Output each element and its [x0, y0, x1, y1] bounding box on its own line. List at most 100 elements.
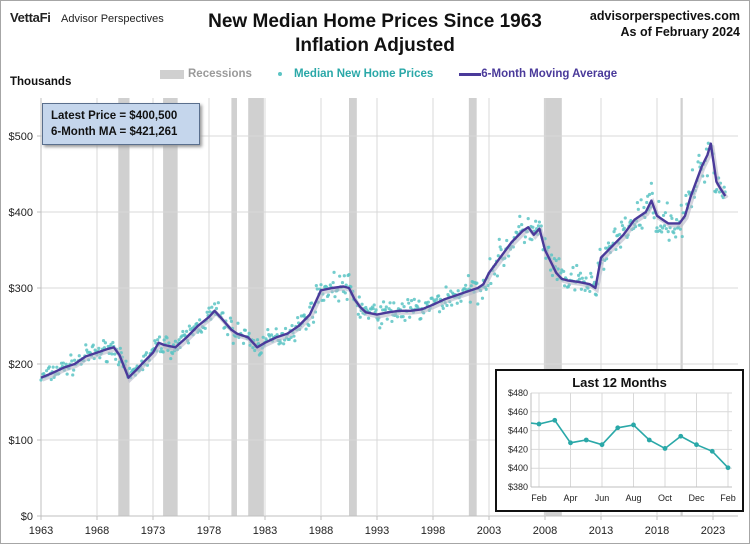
price-point — [161, 350, 165, 354]
price-point — [379, 305, 383, 309]
price-point — [672, 231, 676, 235]
price-point — [579, 287, 584, 291]
price-point — [51, 365, 55, 369]
price-point — [488, 257, 492, 261]
price-point — [255, 338, 260, 342]
price-point — [371, 306, 375, 311]
y-tick-label: $400 — [9, 207, 33, 219]
inset-x-tick-label: Oct — [658, 493, 673, 503]
price-point — [665, 201, 669, 205]
price-point — [315, 287, 319, 291]
price-point — [652, 216, 656, 220]
price-point — [157, 335, 162, 339]
price-point — [657, 199, 661, 204]
price-dot-swatch — [277, 72, 282, 76]
price-point — [573, 288, 577, 292]
price-point — [345, 297, 349, 302]
price-point — [156, 338, 160, 342]
price-point — [347, 273, 351, 277]
inset-point — [552, 417, 558, 423]
price-point — [523, 235, 528, 239]
legend: Recessions Median New Home Prices 6-Mont… — [160, 68, 643, 80]
price-point — [642, 205, 646, 210]
price-point — [450, 303, 454, 307]
inset-chart-svg: $380 $400 $420 $440 $460 $480 Feb Apr Jun Aug Oct D… — [508, 388, 736, 503]
price-point — [649, 181, 654, 185]
ma-line-swatch — [459, 72, 482, 76]
inset-point — [725, 465, 731, 471]
price-point — [403, 318, 407, 323]
price-point — [674, 235, 678, 239]
price-point — [328, 283, 332, 287]
price-point — [208, 310, 212, 314]
price-point — [409, 305, 413, 310]
price-point — [456, 289, 460, 293]
price-point — [185, 329, 189, 333]
price-point — [228, 316, 233, 320]
price-point — [367, 316, 371, 320]
price-point — [555, 277, 559, 282]
inset-point — [709, 448, 715, 454]
price-point — [675, 217, 679, 222]
price-point — [480, 296, 485, 300]
recession-band — [468, 98, 477, 516]
price-point — [364, 305, 368, 310]
price-point — [55, 365, 59, 369]
price-point — [667, 238, 671, 242]
price-point — [402, 305, 406, 309]
price-point — [445, 303, 449, 308]
y-tick-label: $200 — [9, 359, 33, 371]
price-point — [153, 339, 157, 343]
price-point — [441, 306, 445, 311]
price-point — [580, 276, 584, 280]
y-tick-label: $300 — [9, 283, 33, 295]
price-point — [71, 373, 75, 377]
price-point — [612, 230, 616, 234]
price-point — [231, 341, 235, 345]
price-point — [372, 303, 376, 307]
price-point — [704, 147, 709, 151]
price-point — [498, 245, 502, 249]
price-point — [722, 185, 726, 189]
price-point — [590, 275, 594, 279]
price-point — [455, 301, 459, 305]
price-point — [696, 160, 700, 164]
recession-band — [349, 98, 357, 516]
price-point — [584, 276, 588, 280]
x-tick-label: 1988 — [309, 525, 333, 537]
price-point — [520, 222, 524, 227]
price-point — [199, 330, 204, 334]
price-point — [274, 327, 278, 331]
price-point — [466, 274, 471, 278]
price-point — [229, 319, 233, 323]
price-point — [459, 299, 463, 303]
price-point — [392, 301, 396, 305]
price-point — [243, 328, 247, 332]
price-point — [666, 230, 670, 234]
inset-point — [694, 442, 699, 448]
price-point — [283, 326, 288, 331]
price-point — [412, 297, 416, 302]
price-point — [275, 333, 279, 337]
price-point — [620, 223, 625, 228]
x-tick-label: 2013 — [589, 525, 613, 537]
price-point — [497, 237, 501, 241]
price-point — [526, 217, 530, 221]
price-point — [203, 326, 207, 330]
price-point — [177, 338, 181, 342]
price-point — [118, 346, 122, 350]
legend-ma-label: 6-Month Moving Average — [481, 68, 618, 80]
price-point — [537, 220, 542, 224]
price-point — [495, 274, 499, 278]
price-point — [261, 335, 265, 339]
price-point — [384, 305, 388, 309]
price-point — [61, 361, 65, 365]
inset-title: Last 12 Months — [572, 375, 667, 390]
price-point — [602, 267, 606, 271]
title-line-2: Inflation Adjusted — [295, 35, 455, 56]
price-point — [444, 285, 448, 289]
price-point — [304, 327, 308, 331]
price-point — [101, 339, 106, 343]
price-point — [464, 283, 468, 287]
